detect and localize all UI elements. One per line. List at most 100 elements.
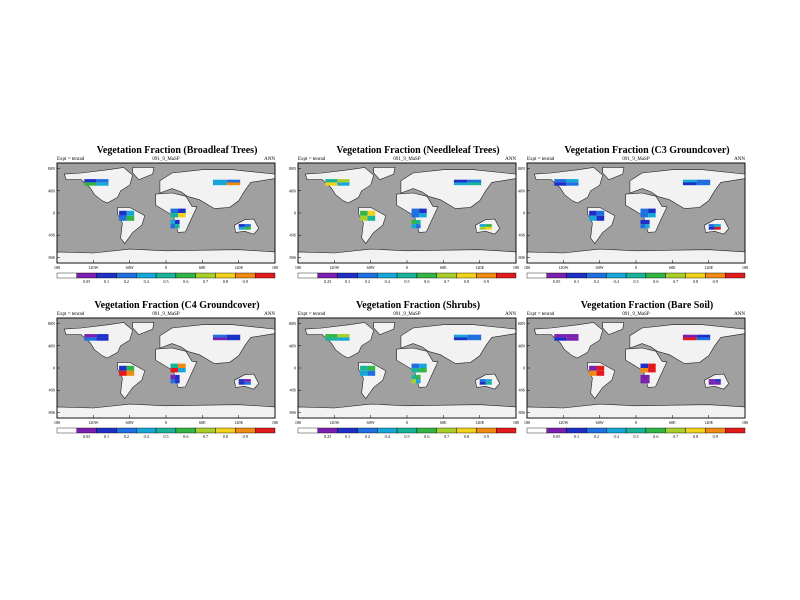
veg-cell — [411, 208, 420, 213]
veg-cell — [367, 365, 376, 371]
veg-cell — [648, 213, 656, 218]
veg-cell — [589, 215, 597, 221]
colorbar-swatch — [215, 272, 236, 279]
colorbar-tick-label: 0.4 — [144, 434, 150, 439]
colorbar-swatch — [56, 272, 77, 279]
colorbar-swatch — [396, 272, 418, 279]
landmass-greenland — [132, 322, 155, 336]
veg-cell — [337, 334, 350, 338]
veg-cell — [589, 365, 597, 371]
lon-tick-label: 120W — [88, 420, 98, 425]
veg-cell — [645, 379, 650, 384]
veg-cell — [411, 363, 420, 368]
colorbar-swatch — [606, 427, 627, 434]
veg-cell — [238, 379, 245, 382]
veg-cell — [485, 224, 492, 227]
colorbar-swatch — [254, 272, 276, 279]
lon-tick-label: 120E — [234, 265, 243, 270]
colorbar-swatch — [76, 272, 97, 279]
veg-cell — [648, 368, 656, 373]
colorbar-swatch — [685, 427, 706, 434]
colorbar-tick-label: 0.4 — [614, 434, 620, 439]
veg-cell — [645, 374, 650, 380]
landmass-greenland — [602, 322, 625, 336]
veg-cell — [467, 337, 482, 341]
map-plot: 80N 40N 0 40S 80S 180 120W 60W 0 60E 120E 180 0.05 0.… — [518, 317, 748, 439]
colorbar-tick-label: 0.6 — [424, 279, 429, 284]
veg-cell — [367, 210, 376, 216]
veg-cell — [244, 224, 251, 227]
veg-cell — [419, 213, 427, 218]
lat-tick-label: 40N — [518, 188, 525, 193]
colorbar-swatch — [195, 272, 216, 279]
colorbar-swatch — [317, 272, 338, 279]
colorbar-tick-label: 0.5 — [633, 434, 638, 439]
veg-cell — [696, 334, 711, 338]
veg-cell — [170, 213, 179, 218]
colorbar-tick-label: 0.6 — [183, 279, 188, 284]
veg-cell — [596, 365, 605, 371]
veg-cell — [175, 379, 180, 384]
colorbar-tick-label: 0.7 — [673, 279, 678, 284]
colorbar-swatch — [685, 272, 706, 279]
colorbar-tick-label: 0.1 — [104, 279, 109, 284]
veg-cell — [337, 337, 350, 341]
lon-tick-label: 0 — [406, 265, 408, 270]
lon-tick-label: 180 — [272, 265, 278, 270]
veg-cell — [696, 182, 711, 186]
veg-cell — [640, 224, 645, 229]
colorbar-swatch — [586, 427, 607, 434]
lat-tick-label: 40S — [48, 388, 55, 393]
lat-tick-label: 40N — [48, 188, 55, 193]
veg-cell — [485, 381, 492, 385]
veg-cell — [479, 224, 486, 227]
veg-cell — [170, 363, 179, 368]
landmass-greenland — [602, 167, 625, 181]
veg-cell — [178, 213, 186, 218]
veg-cell — [175, 374, 180, 380]
map-area: 80N 40N 0 40S 80S 180 120W 60W 0 60E 120E 180 0.25 0.… — [289, 317, 519, 439]
colorbar-tick-label: 0.1 — [104, 434, 109, 439]
colorbar-swatch — [175, 427, 196, 434]
veg-cell — [212, 337, 227, 341]
panel-title: Vegetation Fraction (C3 Groundcover) — [564, 145, 730, 156]
veg-cell — [485, 379, 492, 382]
veg-cell — [416, 224, 421, 229]
veg-cell — [682, 179, 697, 183]
colorbar-tick-label: 0.1 — [574, 279, 579, 284]
expt-label: Expt = tenrad — [57, 157, 85, 162]
veg-cell — [119, 370, 127, 376]
lon-tick-label: 180 — [295, 265, 301, 270]
colorbar-swatch — [215, 427, 236, 434]
lat-tick-label: 0 — [294, 211, 296, 216]
colorbar-tick-label: 0.4 — [385, 434, 391, 439]
lon-tick-label: 120E — [704, 265, 713, 270]
colorbar-swatch — [526, 427, 547, 434]
veg-cell — [411, 224, 416, 229]
colorbar-tick-label: 0.7 — [444, 279, 449, 284]
veg-cell — [708, 379, 715, 382]
lon-tick-label: 0 — [165, 420, 167, 425]
colorbar-tick-label: 0.8 — [693, 434, 698, 439]
veg-cell — [170, 374, 175, 380]
map-area: 80N 40N 0 40S 80S 180 120W 60W 0 60E 120E 180 0.05 0.… — [518, 162, 748, 284]
lon-tick-label: 60W — [126, 265, 134, 270]
lon-tick-label: 120W — [558, 265, 568, 270]
landmass-eurasia — [159, 169, 276, 209]
veg-cell — [84, 337, 97, 341]
panel-c4-groundcover: Vegetation Fraction (C4 Groundcover) Exp… — [48, 300, 297, 460]
landmass-greenland — [373, 322, 396, 336]
panel-needleleaf-trees: Vegetation Fraction (Needleleaf Trees) E… — [289, 145, 538, 305]
lon-tick-label: 60W — [367, 420, 375, 425]
lat-tick-label: 40N — [48, 343, 55, 348]
panel-broadleaf-trees: Vegetation Fraction (Broadleaf Trees) Ex… — [48, 145, 297, 305]
veg-cell — [325, 334, 338, 338]
expt-label: Expt = tenrad — [298, 312, 326, 317]
landmass-greenland — [373, 167, 396, 181]
veg-cell — [467, 334, 482, 338]
colorbar-swatch — [724, 427, 746, 434]
veg-cell — [411, 368, 420, 373]
season-label: ANN — [264, 312, 275, 317]
lon-tick-label: 120W — [558, 420, 568, 425]
veg-cell — [411, 213, 420, 218]
